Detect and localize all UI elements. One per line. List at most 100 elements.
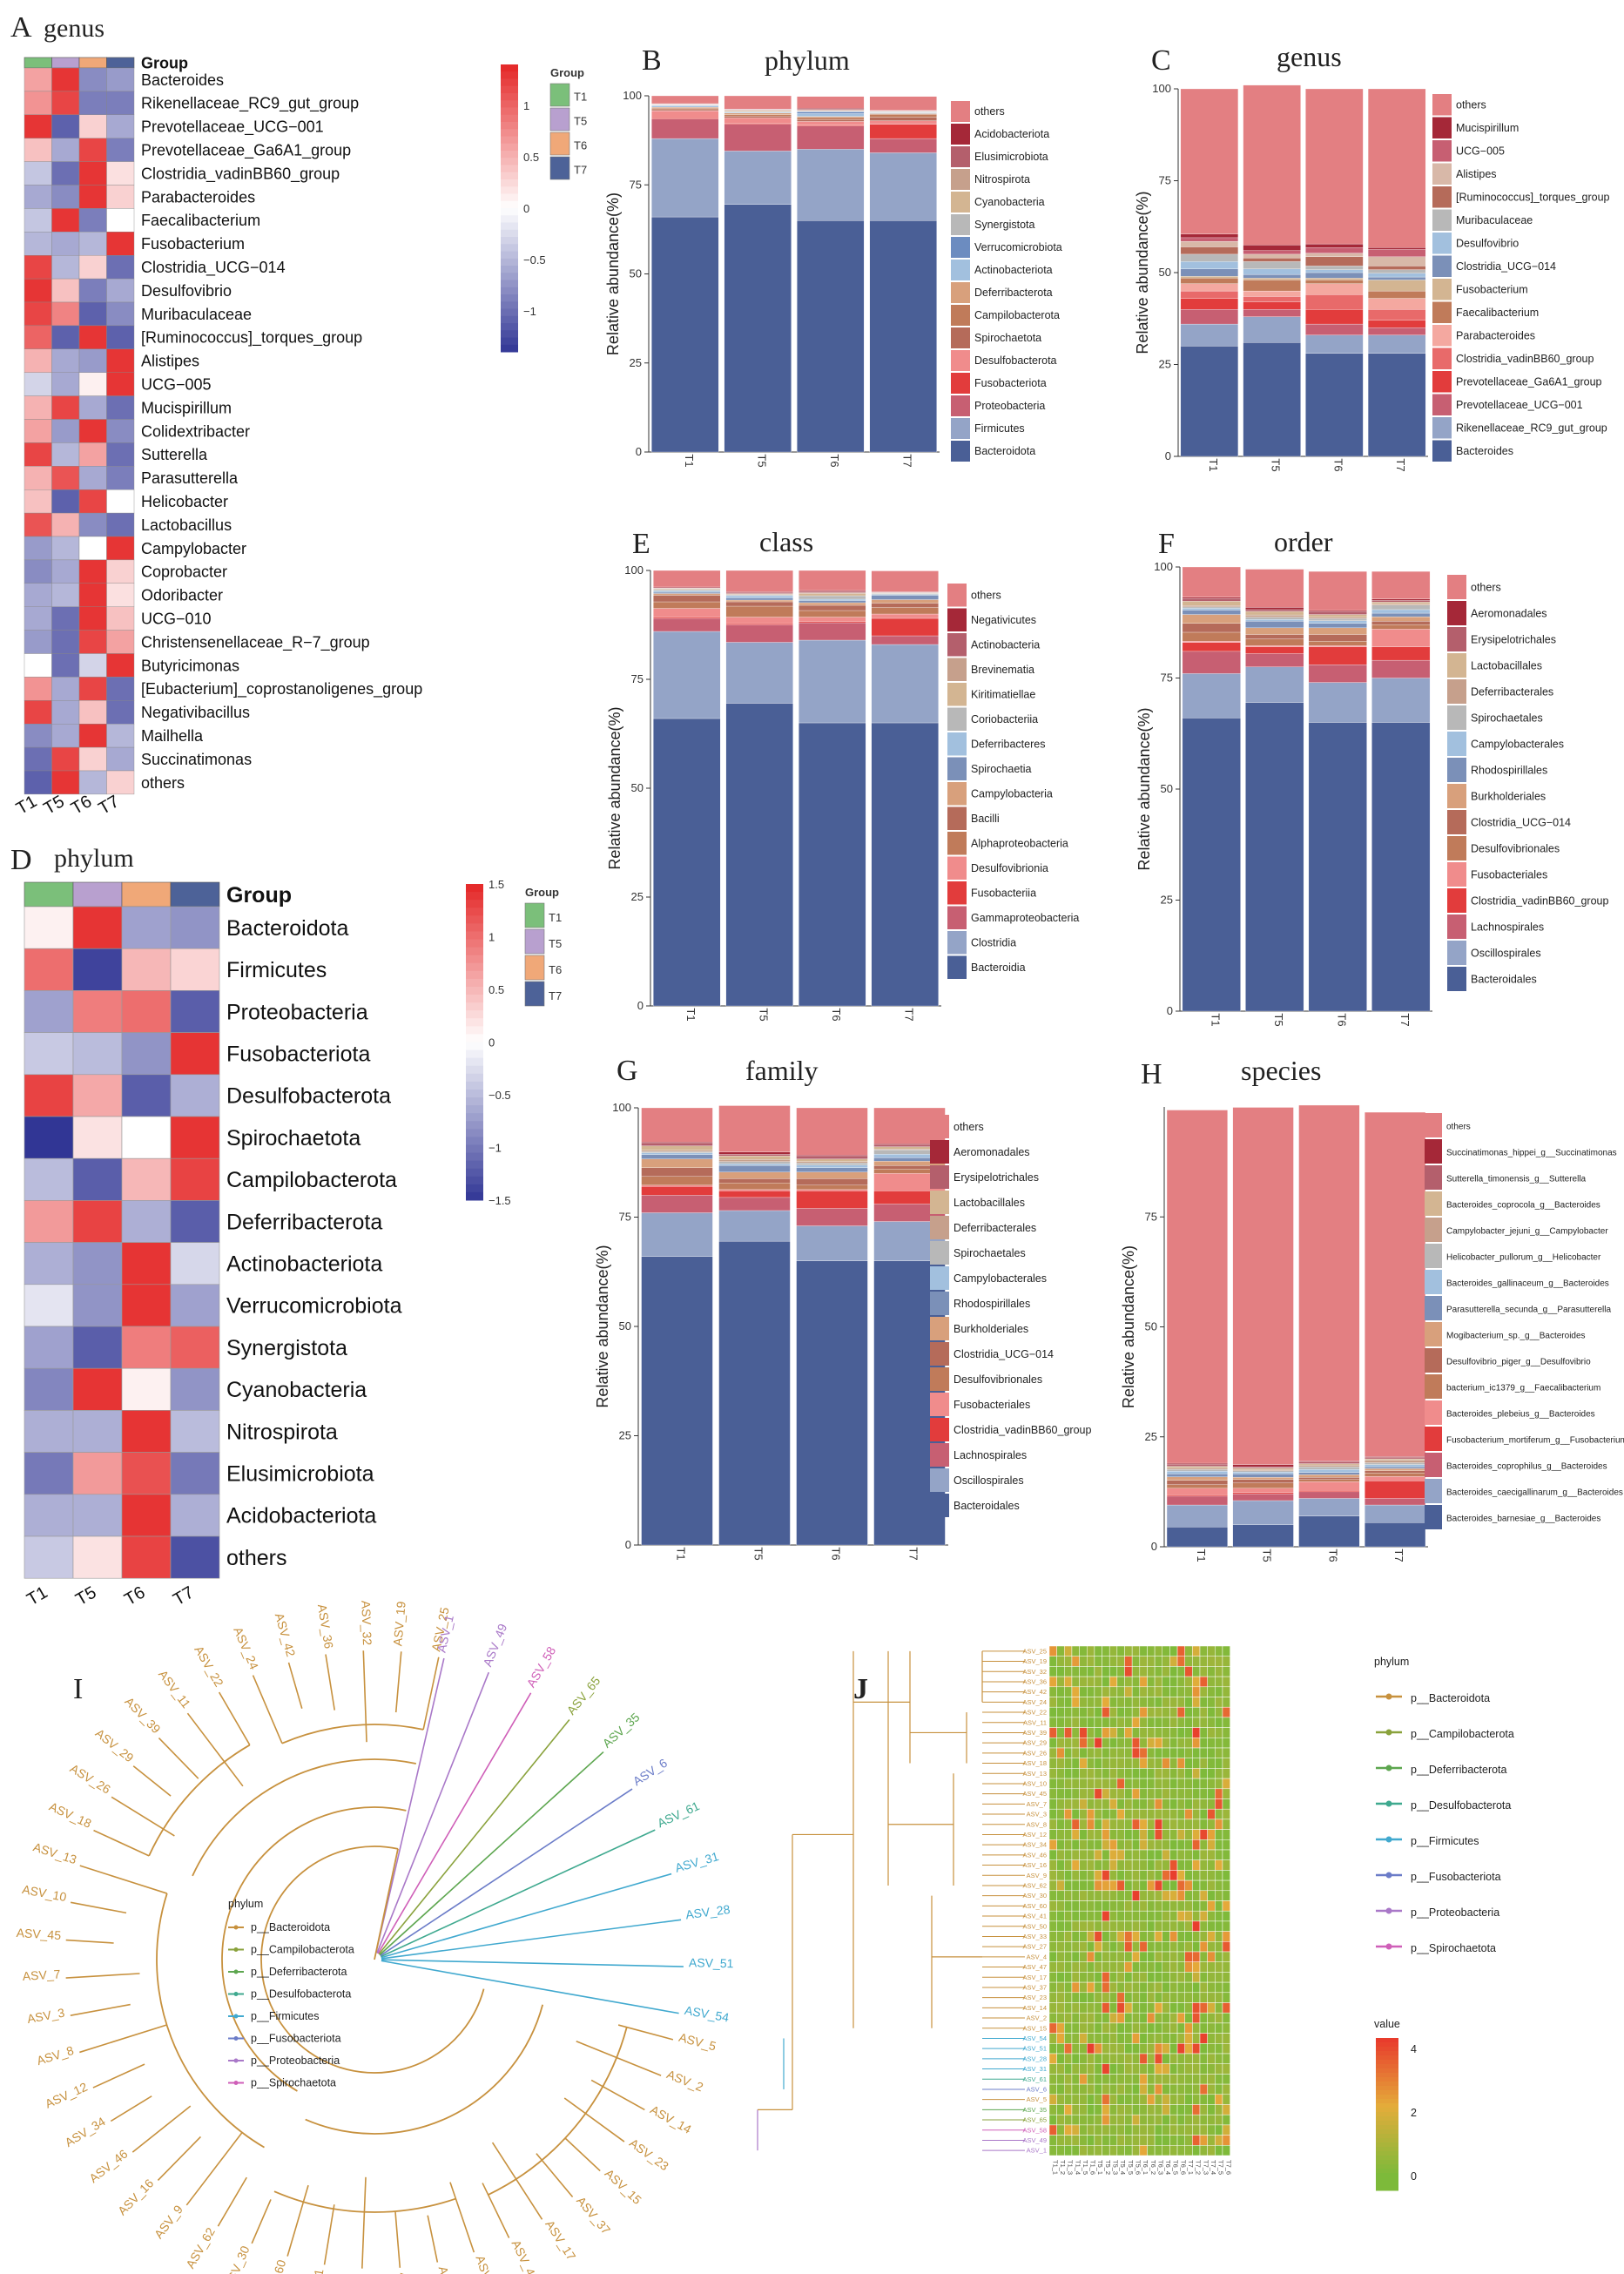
bar-segment-succinatimonas-hippei-g-succinatimonas bbox=[1365, 1456, 1426, 1458]
heat-cell bbox=[106, 489, 135, 514]
legend-swatch bbox=[1447, 601, 1466, 625]
asv-heat-cell bbox=[1094, 1686, 1102, 1697]
asv-heat-cell bbox=[1056, 2083, 1065, 2095]
asv-heat-cell bbox=[1087, 1645, 1095, 1657]
bar-segment-spirochaetia bbox=[725, 597, 793, 601]
bar-segment-bacteroidales bbox=[718, 1240, 791, 1546]
color-scale-segment bbox=[466, 978, 483, 988]
tree-legend-dot bbox=[233, 2014, 239, 2019]
asv-heat-cell bbox=[1102, 2104, 1110, 2115]
tree-leaf-label: ASV_9 bbox=[152, 2203, 185, 2242]
asv-heat-cell bbox=[1064, 2083, 1073, 2095]
asv-heat-cell bbox=[1154, 1870, 1162, 1881]
heat-cell bbox=[106, 208, 135, 233]
legend-label-others: others bbox=[971, 590, 1001, 602]
asv-heat-cell bbox=[1192, 1768, 1201, 1779]
legend-swatch bbox=[951, 192, 970, 213]
heat-cell bbox=[121, 1116, 172, 1159]
asv-row-label: ASV_26 bbox=[1022, 1749, 1047, 1757]
asv-heat-cell bbox=[1139, 1717, 1148, 1728]
bar-segment-deferribacteres bbox=[871, 594, 939, 596]
legend-label-deferribacteres: Deferribacteres bbox=[971, 739, 1045, 751]
color-scale-segment bbox=[501, 107, 518, 116]
asv-row-label: ASV_9 bbox=[1027, 1872, 1047, 1879]
asv-heat-cell bbox=[1215, 1798, 1223, 1810]
heat-cell bbox=[78, 466, 107, 490]
asv-heat-cell bbox=[1176, 1890, 1185, 1901]
tree-leaf-edge bbox=[217, 2176, 247, 2227]
scale-tick: 1 bbox=[489, 931, 495, 944]
color-scale-segment bbox=[466, 1152, 483, 1162]
bar-segment-deferribacterota bbox=[651, 106, 719, 109]
asv-heat-cell bbox=[1131, 2022, 1141, 2034]
asv-heat-cell bbox=[1102, 2043, 1110, 2055]
asv-heat-cell bbox=[1162, 2145, 1170, 2156]
color-scale-segment bbox=[501, 179, 518, 187]
asv-heat-cell bbox=[1147, 2022, 1156, 2034]
color-scale-segment bbox=[501, 208, 518, 216]
heat-cell bbox=[72, 1452, 123, 1495]
asv-row-label: ASV_1 bbox=[1027, 2147, 1047, 2155]
tree-leaf-edge bbox=[251, 2199, 272, 2244]
asv-heat-cell bbox=[1176, 1788, 1185, 1799]
legend-label-spirochaetales: Spirochaetales bbox=[1471, 712, 1543, 725]
color-scale-segment bbox=[466, 931, 483, 941]
legend-swatch bbox=[1447, 810, 1466, 834]
asv-heat-cell bbox=[1207, 1697, 1216, 1708]
asv-heat-cell bbox=[1124, 1666, 1133, 1677]
asv-heat-cell bbox=[1154, 1778, 1162, 1790]
asv-heat-cell bbox=[1048, 2063, 1057, 2075]
bar-segment-campylobacteria bbox=[871, 599, 939, 604]
asv-heat-cell bbox=[1154, 1981, 1162, 1994]
asv-heat-cell bbox=[1184, 2104, 1193, 2115]
tree-leaf-label: ASV_35 bbox=[600, 1710, 643, 1751]
asv-heat-cell bbox=[1102, 1656, 1110, 1667]
asv-heat-cell bbox=[1199, 2104, 1208, 2115]
legend-swatch bbox=[1425, 1296, 1442, 1320]
asv-heat-cell bbox=[1147, 1849, 1156, 1860]
asv-heat-cell bbox=[1079, 1778, 1088, 1790]
legend-label-rhodospirillales: Rhodospirillales bbox=[954, 1298, 1030, 1310]
asv-heat-cell bbox=[1094, 2074, 1102, 2085]
bar-segment-rhodospirillales bbox=[1371, 612, 1431, 617]
bar-segment-erysipelotrichales bbox=[1308, 611, 1367, 615]
bar-segment-bacteroides-coprocola-g-bacteroides bbox=[1232, 1468, 1294, 1470]
asv-heat-cell bbox=[1124, 1808, 1133, 1820]
bar-segment-bacteroides-plebeius-g-bacteroides bbox=[1166, 1488, 1228, 1495]
bar-segment-bacteroides-coprophilus-g-bacteroides bbox=[1166, 1495, 1228, 1506]
asv-heat-cell bbox=[1124, 1676, 1133, 1688]
asv-heat-cell bbox=[1056, 2002, 1065, 2014]
legend-swatch bbox=[1447, 732, 1466, 756]
asv-heat-cell bbox=[1087, 1686, 1095, 1697]
asv-heat-cell bbox=[1108, 1656, 1118, 1667]
asv-heat-cell bbox=[1116, 2053, 1125, 2064]
asv-heat-cell bbox=[1169, 1758, 1178, 1769]
asv-heat-cell bbox=[1116, 2094, 1125, 2105]
asv-heat-cell bbox=[1222, 1972, 1230, 1983]
asv-legend-dot bbox=[1385, 1872, 1392, 1879]
heat-cell bbox=[78, 536, 107, 561]
bar-segment-aeromonadales bbox=[1308, 610, 1367, 612]
asv-heat-cell bbox=[1222, 2053, 1230, 2064]
asv-heat-cell bbox=[1154, 1645, 1162, 1657]
bar-segment-bacteroidota bbox=[724, 204, 792, 453]
asv-heat-cell bbox=[1079, 1747, 1088, 1758]
heat-cell bbox=[170, 1535, 220, 1579]
tree-branch-arc bbox=[260, 1846, 485, 2074]
asv-heat-cell bbox=[1108, 1972, 1118, 1983]
asv-heat-cell bbox=[1215, 2135, 1223, 2146]
asv-heat-cell bbox=[1199, 2094, 1208, 2105]
bar-segment-campylobacterales bbox=[796, 1164, 868, 1168]
asv-heat-cell bbox=[1056, 2012, 1065, 2024]
color-scale-segment bbox=[501, 315, 518, 324]
asv-heat-cell bbox=[1064, 1778, 1073, 1790]
asv-heat-cell bbox=[1147, 1879, 1156, 1892]
asv-column-label: T6_2 bbox=[1149, 2160, 1157, 2175]
legend-label-campilobacterota: Campilobacterota bbox=[974, 309, 1060, 321]
heat-cell bbox=[24, 161, 52, 186]
asv-heat-cell bbox=[1071, 2135, 1080, 2146]
asv-heat-cell bbox=[1079, 2145, 1088, 2156]
bar-segment-bacteroides-plebeius-g-bacteroides bbox=[1365, 1476, 1426, 1481]
asv-heat-cell bbox=[1064, 1656, 1073, 1667]
asv-heat-cell bbox=[1222, 2104, 1230, 2115]
